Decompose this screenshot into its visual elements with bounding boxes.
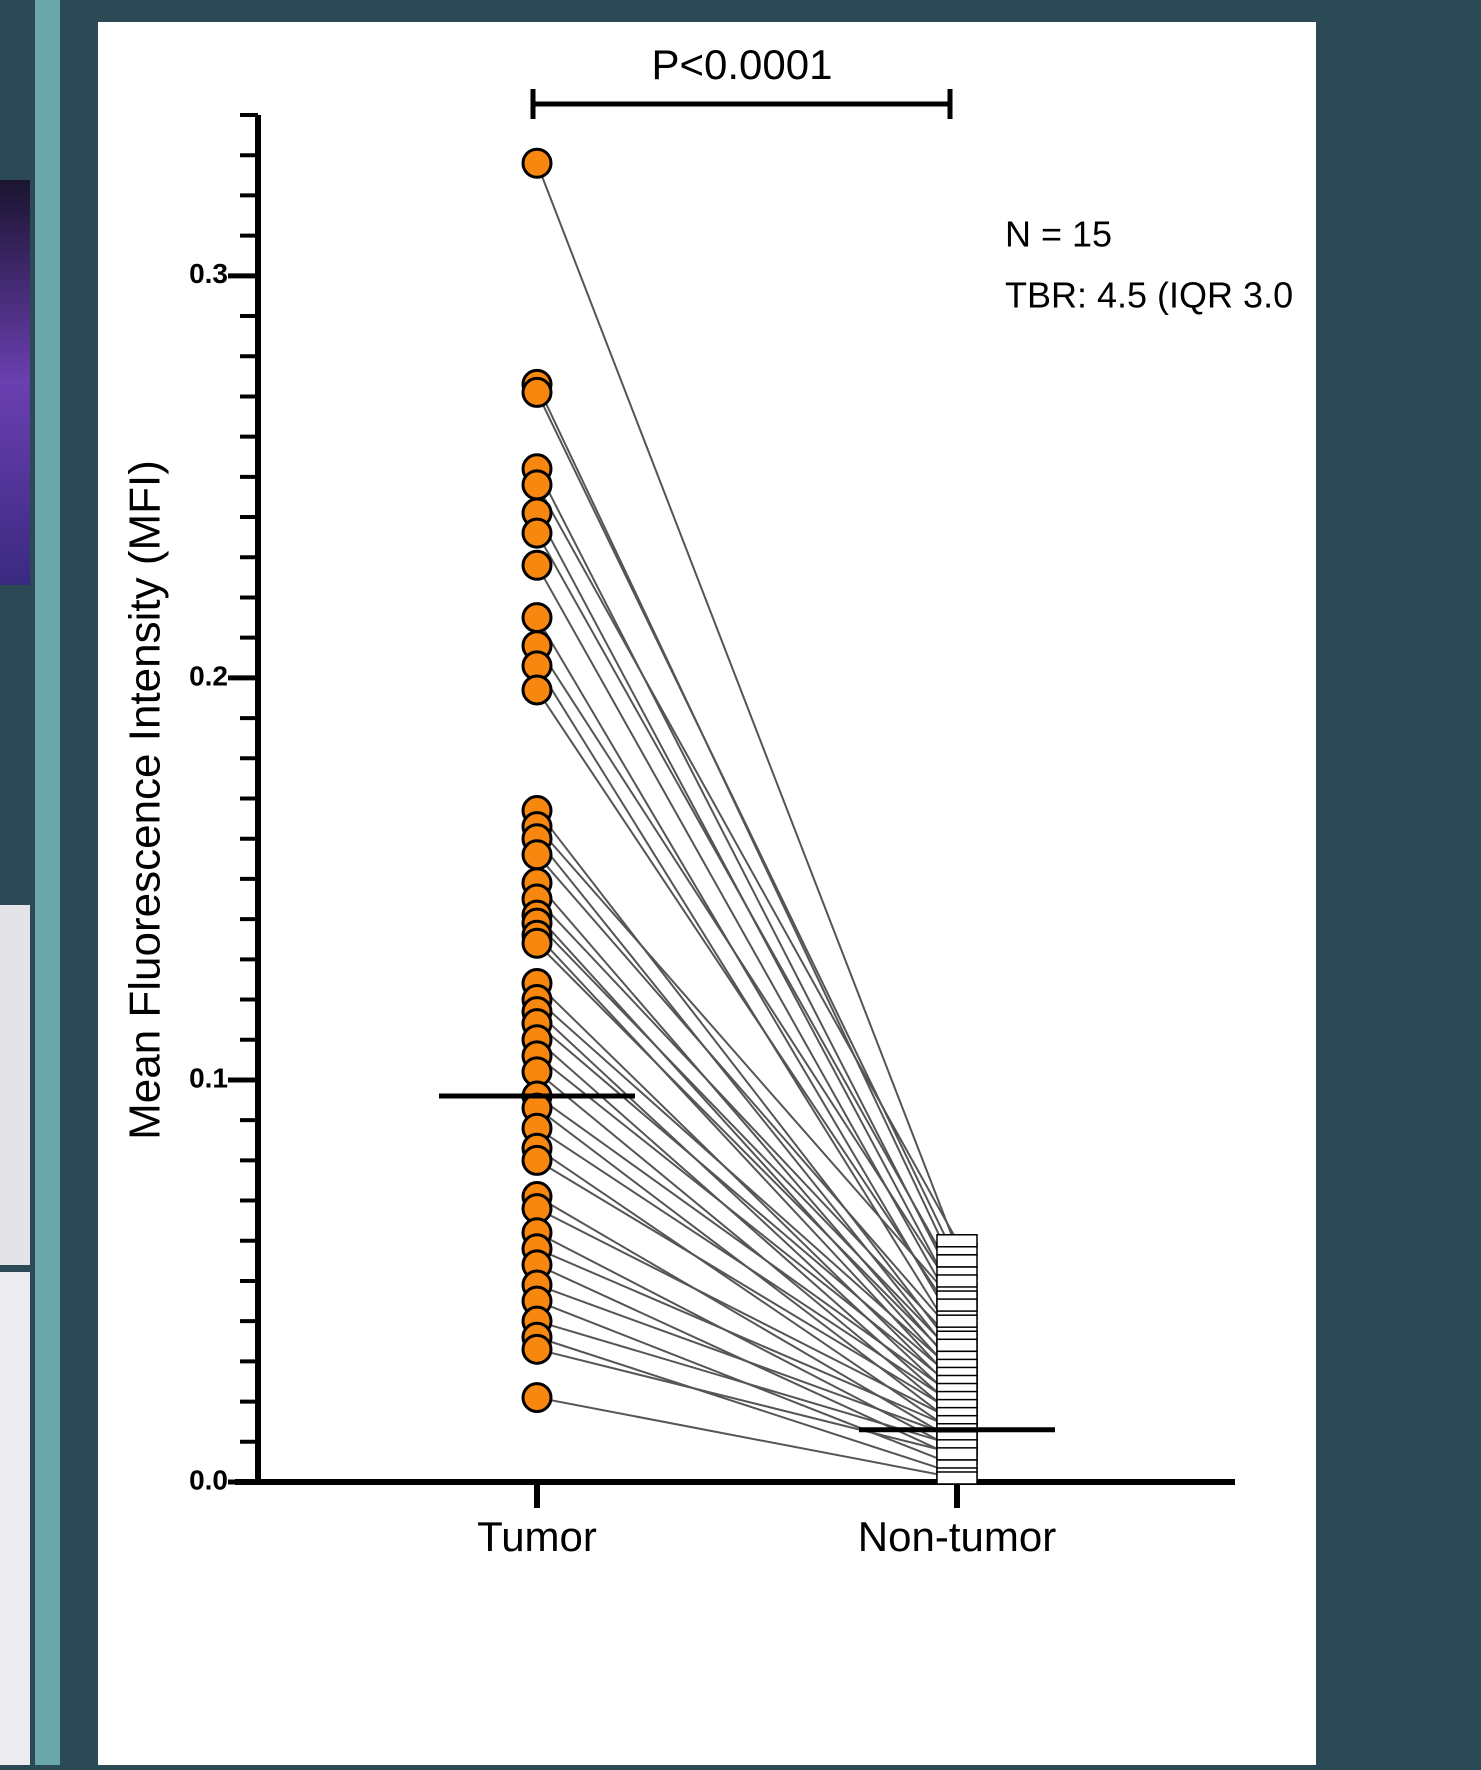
x-tick-label: Non-tumor <box>858 1513 1056 1560</box>
y-axis-title: Mean Fluorescence Intensity (MFI) <box>121 460 170 1140</box>
non-tumor-point <box>937 1235 977 1247</box>
tumor-point <box>523 378 551 406</box>
y-tick-label: 0.3 <box>189 258 228 289</box>
annotation: N = 15 <box>1005 214 1112 255</box>
significance-label: P<0.0001 <box>651 41 832 88</box>
tumor-point <box>523 929 551 957</box>
tumor-point <box>523 1146 551 1174</box>
non-tumor-point <box>937 1299 977 1311</box>
non-tumor-point <box>937 1448 977 1460</box>
tumor-point <box>523 519 551 547</box>
tumor-point <box>523 676 551 704</box>
side-panel <box>0 905 30 1265</box>
x-tick-label: Tumor <box>477 1513 597 1560</box>
tumor-point <box>523 471 551 499</box>
y-tick-label: 0.1 <box>189 1062 228 1093</box>
tumor-point <box>523 149 551 177</box>
tumor-point <box>523 604 551 632</box>
page: Mean Fluorescence Intensity (MFI) P<0.00… <box>0 0 1481 1765</box>
y-tick-label: 0.0 <box>189 1464 228 1495</box>
tumor-point <box>523 551 551 579</box>
non-tumor-point <box>937 1315 977 1327</box>
y-tick-label: 0.2 <box>189 660 228 691</box>
annotation: TBR: 4.5 (IQR 3.0 <box>1005 275 1293 316</box>
side-strip <box>35 0 60 1765</box>
side-panel <box>0 1272 30 1765</box>
non-tumor-point <box>937 1472 977 1484</box>
non-tumor-point <box>937 1255 977 1267</box>
tumor-point <box>523 1384 551 1412</box>
tumor-point <box>523 841 551 869</box>
non-tumor-point <box>937 1339 977 1351</box>
tumor-point <box>523 1335 551 1363</box>
non-tumor-point <box>937 1275 977 1287</box>
chart: Mean Fluorescence Intensity (MFI) P<0.00… <box>0 0 1481 1765</box>
side-image <box>0 180 30 585</box>
